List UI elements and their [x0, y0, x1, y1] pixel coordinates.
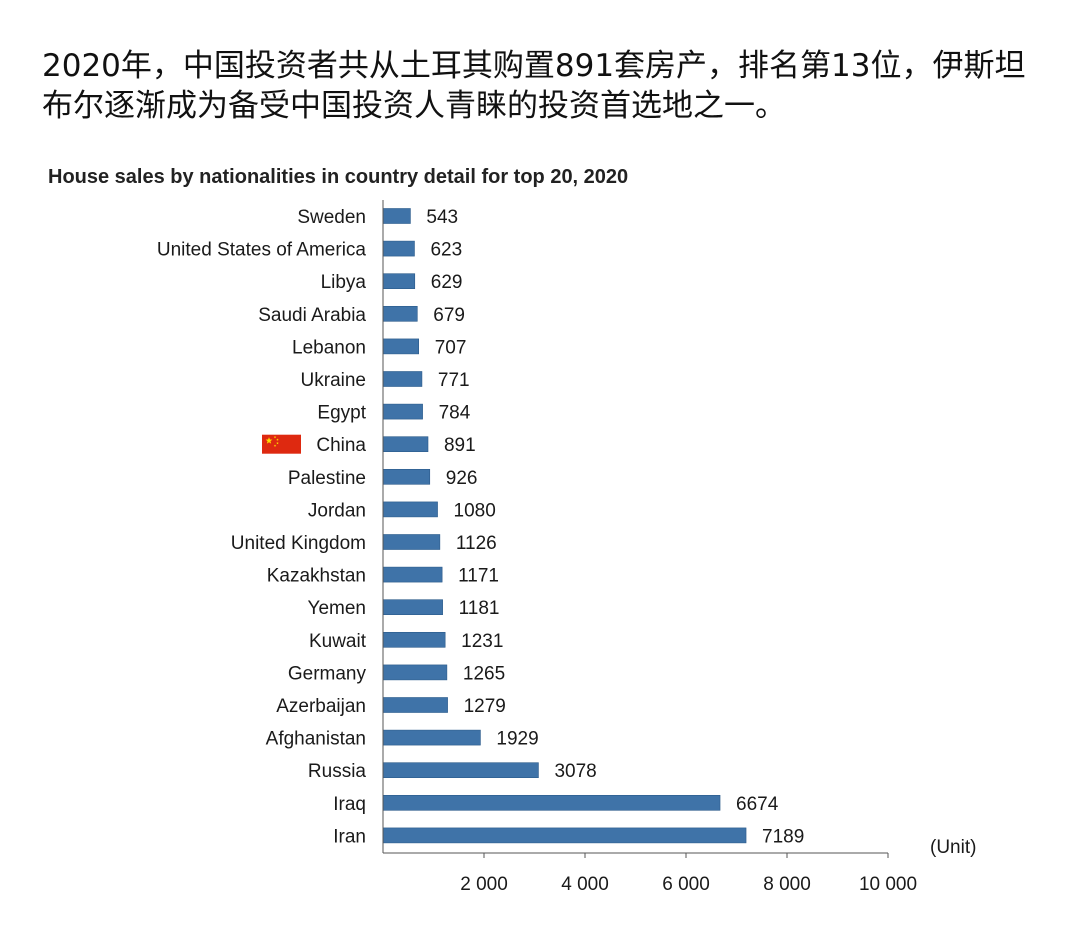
bar [382, 208, 411, 224]
category-label: Libya [321, 272, 367, 293]
category-label: Saudi Arabia [258, 305, 366, 326]
category-label: United States of America [157, 240, 367, 261]
category-label: United Kingdom [231, 533, 366, 554]
bar [382, 631, 446, 648]
value-label: 707 [435, 337, 467, 358]
value-label: 784 [439, 403, 471, 424]
value-label: 623 [430, 240, 462, 261]
value-label: 926 [446, 468, 478, 489]
x-tick-label: 2 000 [460, 874, 508, 895]
value-label: 1929 [496, 729, 538, 750]
category-label: Ukraine [301, 370, 366, 391]
category-label: Yemen [308, 598, 366, 619]
value-label: 891 [444, 435, 476, 456]
category-label: Iran [333, 826, 366, 847]
bar [382, 501, 438, 518]
category-label: Sweden [297, 207, 366, 228]
bar [382, 305, 418, 322]
x-tick-label: 8 000 [763, 874, 811, 895]
category-label: Afghanistan [266, 729, 366, 750]
value-label: 543 [426, 207, 458, 228]
value-label: 771 [438, 370, 470, 391]
category-label: Jordan [308, 500, 366, 521]
category-label: Kazakhstan [267, 566, 366, 587]
value-label: 1080 [454, 500, 496, 521]
value-label: 1279 [464, 696, 506, 717]
category-label: Kuwait [309, 631, 367, 652]
bar [382, 371, 423, 387]
flag-star-icon [276, 438, 279, 441]
value-label: 3078 [554, 761, 596, 782]
bar [382, 566, 443, 583]
value-label: 1171 [458, 566, 499, 587]
category-label: Lebanon [292, 337, 366, 358]
bar [382, 403, 423, 420]
bar [382, 729, 481, 746]
category-label: Azerbaijan [276, 696, 366, 717]
unit-label: (Unit) [930, 837, 976, 858]
value-label: 6674 [736, 794, 779, 815]
bar [382, 827, 747, 844]
category-label: Palestine [288, 468, 366, 489]
x-tick-label: 4 000 [561, 874, 609, 895]
bar [382, 338, 420, 355]
value-label: 1126 [456, 533, 497, 554]
bar [382, 468, 431, 485]
chart-title: House sales by nationalities in country … [48, 166, 629, 188]
flag-star-icon [273, 444, 277, 447]
category-label: Egypt [317, 403, 366, 424]
category-label: Germany [288, 663, 367, 684]
bar [382, 273, 416, 290]
value-label: 7189 [762, 826, 804, 847]
bar [382, 664, 448, 681]
headline-text: 2020年，中国投资者共从土耳其购置891套房产，排名第13位，伊斯坦布尔逐渐成… [42, 48, 1026, 124]
value-label: 1231 [461, 631, 503, 652]
bar [382, 762, 539, 779]
flag-star-icon [276, 441, 279, 445]
bar [382, 794, 721, 811]
value-label: 629 [431, 272, 463, 293]
bar [382, 599, 443, 616]
bar [382, 436, 429, 453]
value-label: 1265 [463, 663, 505, 684]
x-tick-label: 10 000 [859, 874, 917, 895]
flag-star-icon [265, 437, 273, 444]
china-flag-icon [262, 434, 301, 454]
bar [382, 534, 441, 550]
value-label: 679 [433, 305, 465, 326]
x-tick-label: 6 000 [662, 874, 710, 895]
category-label: China [316, 435, 366, 456]
value-label: 1181 [459, 598, 500, 619]
bar [382, 697, 448, 713]
category-label: Russia [308, 761, 367, 782]
bar [382, 240, 415, 257]
flag-star-icon [273, 435, 277, 439]
category-label: Iraq [333, 794, 366, 815]
